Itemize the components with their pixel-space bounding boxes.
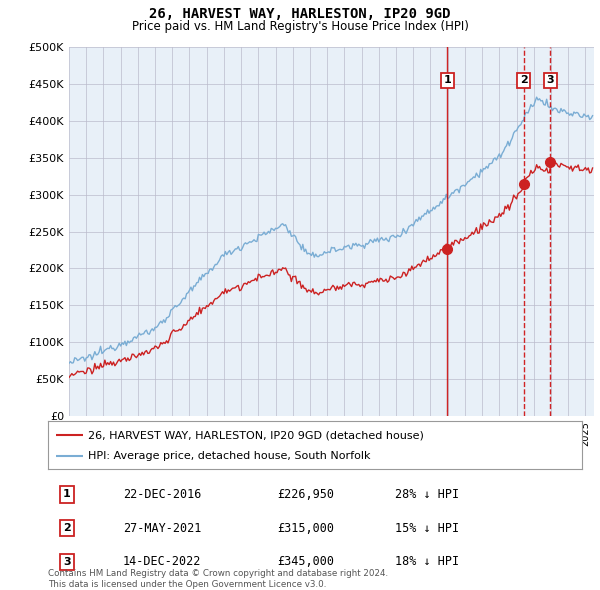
- Text: 15% ↓ HPI: 15% ↓ HPI: [395, 522, 459, 535]
- Text: £315,000: £315,000: [278, 522, 335, 535]
- Text: 28% ↓ HPI: 28% ↓ HPI: [395, 488, 459, 501]
- Text: 27-MAY-2021: 27-MAY-2021: [123, 522, 201, 535]
- Text: 2: 2: [63, 523, 71, 533]
- Text: 22-DEC-2016: 22-DEC-2016: [123, 488, 201, 501]
- Text: £345,000: £345,000: [278, 555, 335, 568]
- Text: Contains HM Land Registry data © Crown copyright and database right 2024.
This d: Contains HM Land Registry data © Crown c…: [48, 569, 388, 589]
- Text: 26, HARVEST WAY, HARLESTON, IP20 9GD (detached house): 26, HARVEST WAY, HARLESTON, IP20 9GD (de…: [88, 430, 424, 440]
- Text: 18% ↓ HPI: 18% ↓ HPI: [395, 555, 459, 568]
- Text: 1: 1: [63, 490, 71, 499]
- Text: 2: 2: [520, 76, 527, 86]
- Text: 14-DEC-2022: 14-DEC-2022: [123, 555, 201, 568]
- Text: 3: 3: [547, 76, 554, 86]
- Text: HPI: Average price, detached house, South Norfolk: HPI: Average price, detached house, Sout…: [88, 451, 371, 461]
- Text: 3: 3: [63, 557, 71, 566]
- Text: 26, HARVEST WAY, HARLESTON, IP20 9GD: 26, HARVEST WAY, HARLESTON, IP20 9GD: [149, 7, 451, 21]
- Text: £226,950: £226,950: [278, 488, 335, 501]
- Text: 1: 1: [443, 76, 451, 86]
- Text: Price paid vs. HM Land Registry's House Price Index (HPI): Price paid vs. HM Land Registry's House …: [131, 20, 469, 33]
